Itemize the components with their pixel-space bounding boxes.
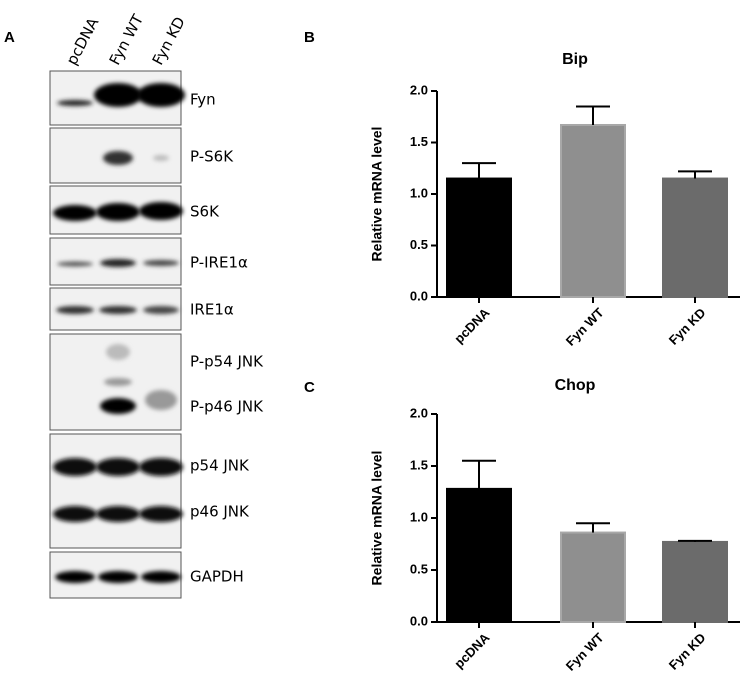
lane-label: Fyn WT [106,11,148,68]
blot-label: P-p54 JNK [190,353,264,371]
panel-label: B [304,29,315,46]
band [57,100,93,106]
y-tick-label: 0.0 [410,613,428,628]
band [143,260,179,266]
band [139,202,183,220]
band [98,571,138,583]
blot-label: P-S6K [190,148,234,166]
y-tick-label: 0.0 [410,288,428,303]
x-tick-label: pcDNA [451,305,493,347]
y-tick-label: 1.5 [410,134,428,149]
blot-label: Fyn [190,91,216,109]
x-tick-label: Fyn WT [563,630,607,674]
y-tick-label: 0.5 [410,561,428,576]
band [57,261,93,267]
error-bar [462,459,496,489]
error-bar [576,105,610,125]
band [96,506,140,522]
bar [446,177,512,298]
blot-label: p46 JNK [190,503,250,521]
panel-label: C [304,379,315,396]
blot-label: p54 JNK [190,457,250,475]
bar [662,540,728,623]
band [137,83,185,107]
band [94,83,142,107]
bar [662,177,728,298]
blot-label: GAPDH [190,568,244,586]
blot-label: IRE1α [190,301,234,319]
bar [560,123,626,298]
band [103,151,133,165]
bar [446,487,512,623]
y-tick-label: 1.5 [410,457,428,472]
band [99,306,137,314]
band [104,378,132,386]
band [143,306,179,314]
band [56,306,94,314]
lane-label: pcDNA [63,14,103,68]
y-tick-label: 2.0 [410,405,428,420]
band [55,571,95,583]
band [96,203,140,221]
x-tick-label: Fyn KD [666,305,709,348]
x-tick-label: pcDNA [451,630,493,672]
error-bar [576,522,610,533]
bar [560,531,626,623]
y-tick-label: 1.0 [410,185,428,200]
band [106,344,130,360]
chart-title: Chop [555,377,596,394]
band [100,398,136,414]
band [100,259,136,267]
band [153,155,169,161]
y-axis-label: Relative mRNA level [369,451,385,586]
blot-label: P-IRE1α [190,254,248,272]
error-bar [678,170,712,179]
x-tick-label: Fyn KD [666,630,709,673]
blot-label: S6K [190,203,220,221]
blot-label: P-p46 JNK [190,398,264,416]
y-tick-label: 1.0 [410,509,428,524]
chart-title: Bip [562,51,588,68]
error-bar [678,539,712,542]
x-tick-label: Fyn WT [563,305,607,349]
band [96,458,140,476]
band [139,458,183,476]
panel-label: A [4,29,15,46]
blot-box [49,433,182,549]
y-axis-label: Relative mRNA level [369,127,385,262]
band [53,506,97,522]
band [141,571,181,583]
error-bar [462,162,496,179]
band [139,506,183,522]
y-tick-label: 2.0 [410,82,428,97]
band [53,205,97,221]
lane-label: Fyn KD [149,14,189,68]
band [145,390,177,410]
band [53,458,97,476]
y-tick-label: 0.5 [410,237,428,252]
